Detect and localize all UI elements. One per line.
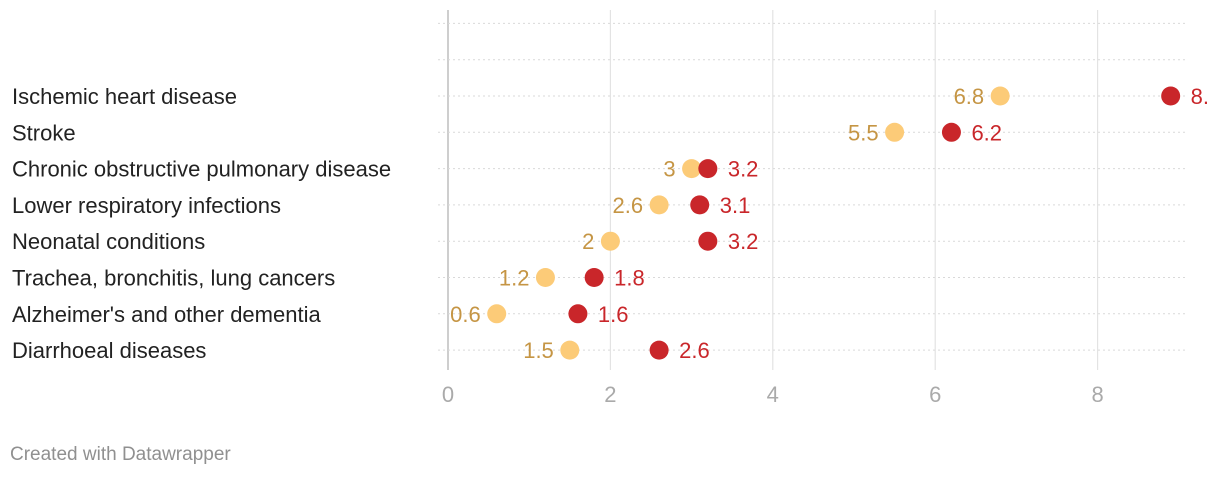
x-tick-label: 8 xyxy=(1091,382,1103,407)
start-dot xyxy=(990,86,1010,106)
start-value-label: 0.6 xyxy=(450,302,481,327)
start-dot xyxy=(682,159,702,179)
start-dot xyxy=(487,304,507,324)
end-value-label: 8. xyxy=(1191,84,1209,109)
start-dot xyxy=(600,231,620,251)
end-value-label: 6.2 xyxy=(971,120,1002,145)
category-label: Diarrhoeal diseases xyxy=(12,338,206,363)
start-dot xyxy=(649,195,669,215)
category-label: Chronic obstructive pulmonary disease xyxy=(12,157,391,182)
start-dot xyxy=(885,122,905,142)
range-marks: 6.8 8. 5.5 6.2 3 3.2 2.6 3.1 2 3.2 1.2 1.8 0.6 1.6 1.5… xyxy=(450,84,1209,363)
start-dot xyxy=(560,340,580,360)
category-label: Alzheimer's and other dementia xyxy=(12,302,321,327)
end-dot xyxy=(941,122,961,142)
start-value-label: 1.5 xyxy=(523,338,554,363)
footer-credit: Created with Datawrapper xyxy=(10,444,231,465)
end-value-label: 1.6 xyxy=(598,302,629,327)
x-tick-label: 4 xyxy=(767,382,779,407)
start-dot xyxy=(535,268,555,287)
end-value-label: 3.2 xyxy=(728,157,759,182)
start-value-label: 5.5 xyxy=(848,120,879,145)
x-tick-label: 0 xyxy=(442,382,454,407)
end-value-label: 2.6 xyxy=(679,338,710,363)
end-dot xyxy=(568,304,588,324)
start-value-label: 6.8 xyxy=(954,84,985,109)
category-labels: Ischemic heart disease Stroke Chronic obst… xyxy=(12,84,391,363)
category-label: Stroke xyxy=(12,120,76,145)
end-dot xyxy=(698,159,718,179)
end-value-label: 3.1 xyxy=(720,193,751,218)
end-dot xyxy=(649,340,669,360)
category-label: Lower respiratory infections xyxy=(12,193,281,218)
category-label: Ischemic heart disease xyxy=(12,84,237,109)
end-dot xyxy=(584,268,604,287)
category-label: Neonatal conditions xyxy=(12,229,205,254)
end-value-label: 3.2 xyxy=(728,229,759,254)
x-tick-label: 6 xyxy=(929,382,941,407)
end-dot xyxy=(698,231,718,251)
end-dot xyxy=(1161,86,1181,106)
start-value-label: 2.6 xyxy=(613,193,644,218)
category-label: Trachea, bronchitis, lung cancers xyxy=(12,266,335,291)
start-value-label: 3 xyxy=(663,157,675,182)
x-axis: 0 2 4 6 8 xyxy=(442,382,1104,407)
grid-layer xyxy=(438,10,1188,370)
x-tick-label: 2 xyxy=(604,382,616,407)
end-value-label: 1.8 xyxy=(614,266,645,291)
end-dot xyxy=(690,195,710,215)
start-value-label: 2 xyxy=(582,229,594,254)
start-value-label: 1.2 xyxy=(499,266,530,291)
